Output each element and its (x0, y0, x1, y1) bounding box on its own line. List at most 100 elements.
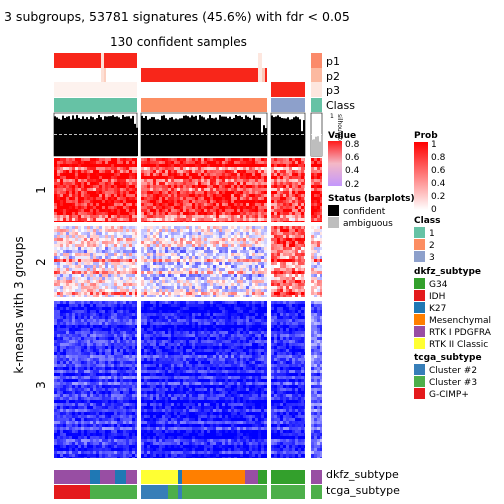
heat-cell (132, 215, 135, 218)
heat-cell (171, 307, 174, 310)
heat-cell (117, 158, 120, 161)
heat-cell (237, 191, 240, 194)
heat-cell (81, 304, 84, 307)
heat-cell (216, 253, 219, 256)
heat-cell (117, 247, 120, 250)
heat-cell (81, 307, 84, 310)
heat-cell (168, 215, 171, 218)
heat-cell (81, 295, 84, 297)
heat-cell (320, 244, 322, 247)
heat-cell (271, 158, 274, 161)
heat-cell (117, 218, 120, 221)
heat-cell (177, 241, 180, 244)
heat-cell (225, 173, 228, 176)
heat-cell (240, 215, 243, 218)
heat-cell (225, 229, 228, 232)
heat-cell (156, 253, 159, 256)
heat-cell (90, 194, 93, 197)
heat-cell (228, 226, 231, 229)
heat-cell (72, 158, 75, 161)
heat-cell (147, 292, 150, 295)
heat-cell (114, 319, 117, 322)
heat-cell (183, 277, 186, 280)
heat-cell (111, 316, 114, 319)
heat-cell (204, 232, 207, 235)
heat-cell (171, 283, 174, 286)
heat-cell (60, 161, 63, 164)
silhouette-bar (151, 117, 153, 156)
heat-cell (264, 325, 267, 328)
silhouette-bar (299, 119, 301, 156)
heat-cell (213, 280, 216, 283)
heat-cell (210, 209, 213, 212)
heat-cell (189, 286, 192, 289)
heat-cell (213, 310, 216, 313)
silhouette-bar (56, 117, 58, 156)
heat-cell (105, 247, 108, 250)
heat-cell (150, 262, 153, 265)
heat-cell (292, 268, 295, 271)
heat-cell (320, 176, 322, 179)
heat-cell (286, 271, 289, 274)
heat-cell (198, 182, 201, 185)
heat-cell (111, 218, 114, 221)
heat-cell (168, 325, 171, 328)
heat-cell (317, 194, 320, 197)
heat-cell (129, 164, 132, 167)
heat-cell (210, 259, 213, 262)
heat-cell (195, 194, 198, 197)
heat-cell (177, 301, 180, 304)
heat-cell (283, 247, 286, 250)
heat-cell (132, 241, 135, 244)
heat-cell (228, 179, 231, 182)
heat-cell (90, 271, 93, 274)
heat-cell (243, 229, 246, 232)
heat-cell (75, 271, 78, 274)
heat-cell (75, 221, 78, 222)
heat-cell (141, 226, 144, 229)
heat-cell (147, 191, 150, 194)
heat-cell (274, 176, 277, 179)
heat-cell (114, 265, 117, 268)
heat-cell (57, 256, 60, 259)
heat-cell (201, 212, 204, 215)
heat-cell (93, 292, 96, 295)
heat-cell (114, 182, 117, 185)
heat-cell (286, 325, 289, 328)
heat-cell (150, 268, 153, 271)
heat-cell (123, 176, 126, 179)
heat-cell (87, 197, 90, 200)
heat-cell (298, 259, 301, 262)
heat-cell (219, 283, 222, 286)
heat-cell (210, 218, 213, 221)
silhouette-bar (58, 118, 60, 156)
heat-cell (126, 226, 129, 229)
heat-cell (225, 203, 228, 206)
heat-cell (192, 164, 195, 167)
heat-cell (192, 280, 195, 283)
heat-cell (252, 280, 255, 283)
heat-cell (317, 173, 320, 176)
heat-cell (135, 226, 137, 229)
heat-cell (204, 179, 207, 182)
heat-cell (189, 226, 192, 229)
heat-cell (183, 283, 186, 286)
heat-cell (75, 304, 78, 307)
heat-cell (81, 191, 84, 194)
heat-cell (165, 215, 168, 218)
heat-cell (225, 200, 228, 203)
heat-cell (228, 283, 231, 286)
heat-cell (162, 271, 165, 274)
heat-cell (228, 218, 231, 221)
heat-cell (289, 164, 292, 167)
heat-cell (231, 221, 234, 222)
heat-cell (114, 274, 117, 277)
heat-cell (255, 173, 258, 176)
heat-cell (295, 307, 298, 310)
heat-cell (117, 164, 120, 167)
heat-cell (129, 161, 132, 164)
heat-cell (144, 256, 147, 259)
heat-cell (255, 277, 258, 280)
heat-cell (108, 173, 111, 176)
heat-cell (96, 218, 99, 221)
